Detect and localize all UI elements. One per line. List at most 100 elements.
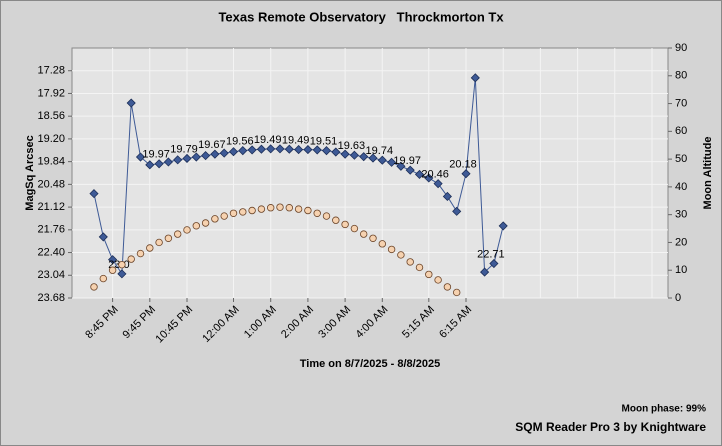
data-label: 19.49 [254, 134, 282, 146]
data-point [332, 216, 340, 224]
data-point [470, 73, 480, 83]
data-point [163, 157, 173, 167]
data-label: 20.18 [449, 159, 477, 171]
data-point [331, 147, 341, 157]
data-point [256, 144, 266, 154]
data-point [90, 283, 98, 291]
data-point [453, 288, 461, 297]
y2-tick-label: 20 [675, 236, 687, 248]
y2-tick-label: 80 [675, 70, 687, 82]
data-point [443, 283, 452, 291]
data-point [396, 161, 406, 171]
data-point [173, 230, 182, 238]
x-axis-label: Time on 8/7/2025 - 8/8/2025 [300, 358, 440, 370]
data-point [118, 260, 126, 269]
data-label: 19.97 [393, 155, 421, 167]
data-point [387, 245, 396, 254]
y2-tick-label: 0 [675, 292, 681, 304]
y2-tick-label: 30 [675, 209, 687, 221]
moon-phase: Moon phase: 99% [622, 404, 707, 415]
data-point [126, 98, 136, 108]
footer: SQM Reader Pro 3 by Knightware [515, 420, 706, 434]
data-label: 19.56 [226, 136, 254, 148]
y2-tick-label: 40 [675, 181, 687, 193]
data-point [405, 165, 415, 175]
data-point [312, 145, 322, 155]
data-point [321, 146, 332, 156]
data-point [257, 205, 266, 213]
data-point [322, 212, 331, 220]
y2-tick-label: 70 [675, 97, 687, 109]
data-point [368, 153, 378, 163]
data-label: 19.49 [282, 134, 310, 146]
y2-tick-label: 60 [675, 125, 687, 137]
data-point [442, 191, 452, 202]
data-point [136, 249, 145, 258]
data-point [201, 219, 210, 227]
data-point [210, 149, 220, 159]
y-tick-label: 17.28 [37, 65, 65, 77]
data-point [211, 215, 219, 223]
data-point [285, 204, 293, 212]
data-label: 20.46 [421, 169, 449, 181]
y-tick-label: 23.68 [37, 292, 65, 304]
data-point [304, 206, 312, 215]
data-point [378, 240, 386, 248]
data-point [387, 157, 397, 167]
y2-tick-label: 90 [675, 42, 687, 54]
data-point [360, 230, 368, 238]
data-point [275, 144, 285, 154]
data-point [238, 146, 248, 156]
data-point [415, 263, 424, 272]
data-point [145, 160, 155, 170]
data-point [341, 220, 349, 229]
data-point [155, 238, 163, 247]
y-tick-label: 19.84 [37, 156, 65, 168]
y-axis-label: MagSq Arcsec [24, 135, 36, 210]
data-point [219, 148, 229, 158]
chart-title: Texas Remote Observatory Throckmorton Tx [218, 9, 504, 24]
data-point [359, 152, 369, 162]
data-point [173, 155, 183, 165]
y-tick-label: 21.12 [37, 201, 65, 213]
data-point [425, 270, 433, 279]
data-point [406, 258, 414, 266]
data-point [183, 226, 191, 234]
data-point [164, 234, 173, 242]
data-point [154, 159, 164, 169]
data-point [191, 152, 201, 162]
data-point [108, 266, 117, 274]
y2-tick-label: 50 [675, 153, 687, 165]
y-tick-label: 18.56 [37, 110, 65, 122]
data-point [89, 189, 99, 199]
data-point [350, 224, 359, 233]
data-point [377, 155, 387, 165]
data-point [99, 274, 107, 283]
data-point [294, 205, 303, 213]
data-label: 19.79 [170, 143, 198, 155]
data-point [340, 149, 350, 159]
data-point [452, 206, 462, 216]
data-point [220, 212, 228, 220]
data-point [397, 251, 405, 259]
data-point [117, 269, 127, 279]
data-point [108, 255, 118, 265]
data-point [127, 255, 135, 263]
data-point [414, 169, 425, 179]
data-point [480, 267, 490, 277]
data-point [284, 144, 294, 154]
data-point [313, 209, 321, 217]
data-point [461, 169, 471, 179]
y-tick-label: 19.20 [37, 133, 65, 145]
y-tick-label: 17.92 [37, 87, 65, 99]
y2-axis-label: Moon Altitude [702, 137, 714, 210]
y-tick-label: 23.04 [37, 269, 65, 281]
data-label: 19.97 [142, 149, 170, 161]
data-point [201, 151, 211, 161]
data-label: 22.71 [477, 248, 505, 260]
data-point [248, 206, 256, 215]
data-point [228, 147, 239, 157]
data-point [239, 208, 247, 216]
data-point [276, 203, 284, 211]
